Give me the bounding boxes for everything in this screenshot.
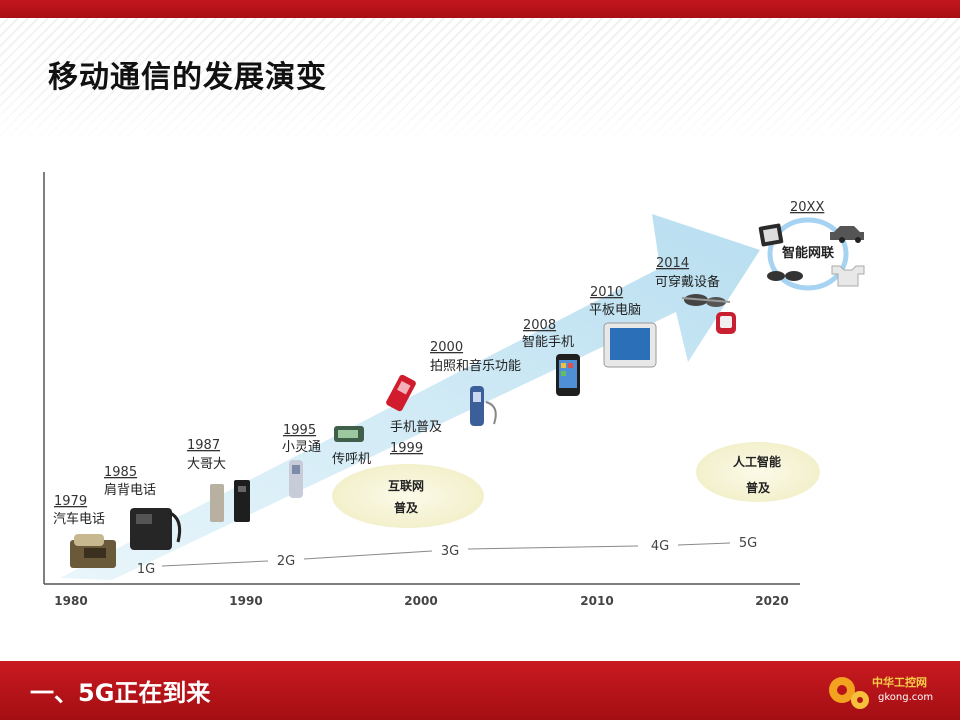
- generation-line: [161, 560, 269, 567]
- milestone-year-2008: 2008: [523, 318, 556, 333]
- phs-phone-icon: [289, 460, 303, 498]
- axis-tick-label: 2020: [755, 594, 788, 608]
- watermark-url: gkong.com: [878, 692, 933, 703]
- milestone-label-camera-music: 拍照和音乐功能: [430, 358, 521, 374]
- generation-label-3g: 3G: [441, 544, 459, 559]
- music-phone-icon: [470, 386, 497, 426]
- milestone-year-1999: 1999: [390, 441, 423, 456]
- gear-icon: [829, 677, 869, 709]
- milestone-label-tablet: 平板电脑: [589, 303, 641, 318]
- tablet-icon: [603, 322, 657, 368]
- milestone-year-1987: 1987: [187, 438, 220, 453]
- milestone-year-2014: 2014: [656, 256, 689, 271]
- internet-bubble-line1: 互联网: [388, 479, 424, 493]
- milestone-year-1985: 1985: [104, 465, 137, 480]
- milestone-label-brick-phone: 大哥大: [187, 457, 226, 472]
- footer-bar: 一、5G正在到来: [0, 661, 960, 720]
- generation-label-5g: 5G: [739, 536, 757, 551]
- axis-tick-label: 2010: [580, 594, 613, 608]
- milestone-label-smartphone: 智能手机: [522, 335, 574, 350]
- ai-bubble: [696, 442, 820, 502]
- milestone-label-phone-popular: 手机普及: [390, 420, 442, 435]
- milestone-label-bag-phone: 肩背电话: [104, 482, 156, 498]
- milestone-year-1979: 1979: [54, 494, 87, 509]
- gkong-watermark: 中华工控网 gkong.com: [829, 675, 933, 709]
- milestone-label-car-phone: 汽车电话: [53, 511, 105, 527]
- smartphone-icon: [556, 354, 580, 396]
- milestone-label-phs: 小灵通: [282, 440, 321, 455]
- header-stripe-fade: [0, 18, 960, 143]
- internet-bubble-line2: 普及: [394, 500, 419, 515]
- axis-tick-label: 1990: [229, 594, 262, 608]
- brick-phone-icon: [210, 480, 250, 522]
- axis-tick-label: 1980: [54, 594, 87, 608]
- generation-label-1g: 1G: [137, 562, 155, 577]
- milestone-label-intelligent-iot: 智能网联: [782, 245, 834, 261]
- ai-bubble-line1: 人工智能: [733, 454, 781, 469]
- ai-bubble-line2: 普及: [746, 480, 771, 495]
- slide-title: 移动通信的发展演变: [48, 60, 327, 95]
- watermark-brand: 中华工控网: [872, 675, 927, 689]
- pager-icon: [334, 426, 364, 442]
- milestone-year-2010: 2010: [590, 285, 623, 300]
- generation-line: [467, 545, 639, 550]
- milestone-year-2000: 2000: [430, 340, 463, 355]
- wearable-icon: [681, 294, 736, 334]
- milestone-year-20xx: 20XX: [790, 200, 824, 215]
- generation-label-4g: 4G: [651, 539, 669, 554]
- generation-line: [677, 542, 731, 546]
- flip-phone-icon: [386, 374, 416, 412]
- axis-tick-label: 2000: [404, 594, 437, 608]
- section-title: 一、5G正在到来: [30, 679, 211, 707]
- top-red-bar: [0, 0, 960, 18]
- milestone-label-wearables: 可穿戴设备: [655, 274, 720, 290]
- generation-line: [303, 550, 433, 560]
- milestone-year-1995: 1995: [283, 423, 316, 438]
- bag-phone-icon: [130, 508, 182, 550]
- internet-bubble: [332, 464, 484, 528]
- generation-label-2g: 2G: [277, 554, 295, 569]
- iot-icon: [758, 217, 865, 291]
- milestone-label-pager: 传呼机: [332, 452, 371, 467]
- car-phone-icon: [70, 534, 116, 568]
